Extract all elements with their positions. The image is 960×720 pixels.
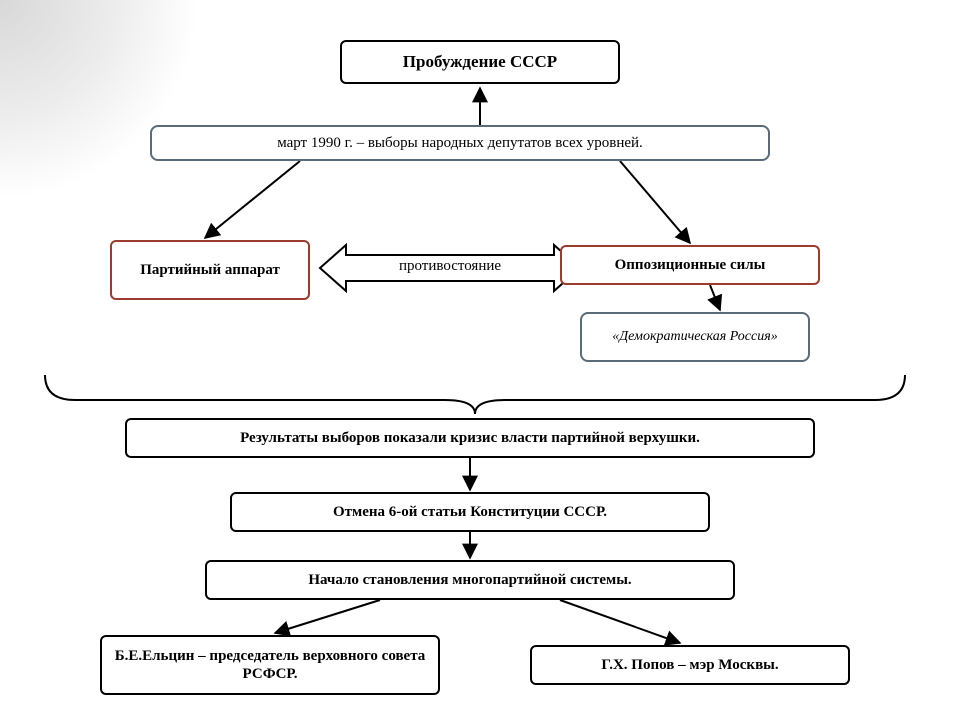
node-results: Результаты выборов показали кризис власт… [125,418,815,458]
arrow-3 [710,285,720,310]
arrow-7 [560,600,680,643]
node-march: март 1990 г. – выборы народных депутатов… [150,125,770,161]
arrows-layer [0,0,960,720]
arrow-6 [275,600,380,633]
node-party: Партийный аппарат [110,240,310,300]
arrow-2 [620,161,690,243]
node-title: Пробуждение СССР [340,40,620,84]
node-popov: Г.Х. Попов – мэр Москвы. [530,645,850,685]
bracket [45,375,905,414]
node-abolish: Отмена 6-ой статьи Конституции СССР. [230,492,710,532]
node-multi: Начало становления многопартийной систем… [205,560,735,600]
node-yeltsin: Б.Е.Ельцин – председатель верховного сов… [100,635,440,695]
label-confront: противостояние [375,258,525,275]
arrow-1 [205,161,300,238]
node-opp: Оппозиционные силы [560,245,820,285]
node-demros: «Демократическая Россия» [580,312,810,362]
diagram-stage: Пробуждение СССР март 1990 г. – выборы на… [0,0,960,720]
